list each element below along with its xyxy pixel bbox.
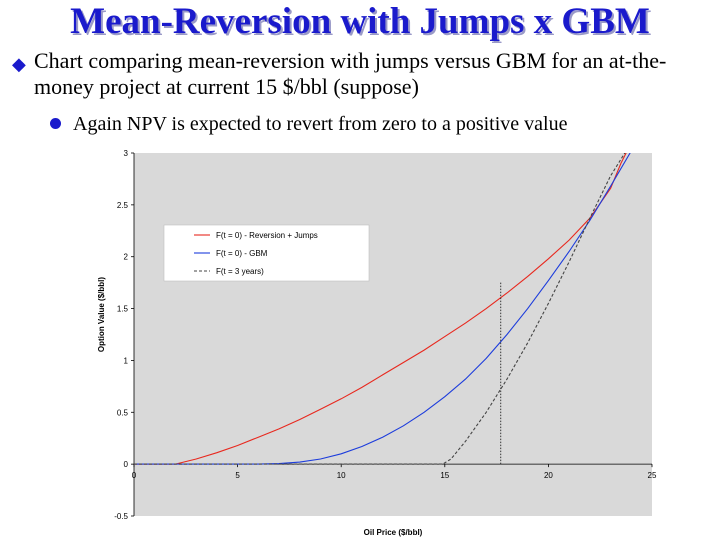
y-tick-label: 0.5 (117, 408, 129, 417)
bullet-1: ◆ Chart comparing mean-reversion with ju… (12, 48, 717, 100)
x-axis-label: Oil Price ($/bbl) (364, 528, 423, 537)
y-tick-label: 0 (124, 460, 129, 469)
y-tick-label: 2.5 (117, 201, 129, 210)
x-tick-label: 20 (544, 471, 553, 480)
x-tick-label: 5 (235, 471, 240, 480)
page-title: Mean-Reversion with Jumps x GBM (70, 1, 650, 42)
bullet-2: Again NPV is expected to revert from zer… (50, 112, 567, 136)
dot-bullet-icon (50, 118, 61, 129)
legend-label-3: F(t = 3 years) (216, 267, 264, 276)
y-tick-label: 1 (124, 356, 129, 365)
y-tick-label: 2 (124, 253, 129, 262)
series-line-1 (134, 153, 627, 465)
legend-label-1: F(t = 0) - Reversion + Jumps (216, 231, 318, 240)
x-tick-label: 10 (337, 471, 346, 480)
x-tick-label: 15 (440, 471, 449, 480)
bullet-1-text: Chart comparing mean-reversion with jump… (34, 48, 667, 99)
series-line-2 (134, 153, 631, 465)
series-line-3 (134, 153, 626, 465)
legend-label-2: F(t = 0) - GBM (216, 249, 268, 258)
bullet-2-text: Again NPV is expected to revert from zer… (73, 113, 568, 135)
plot-area (134, 153, 652, 516)
y-tick-label: 3 (124, 149, 129, 158)
diamond-bullet-icon: ◆ (12, 54, 26, 74)
y-axis-label: Option Value ($/bbl) (97, 277, 106, 352)
y-tick-label: -0.5 (114, 512, 128, 521)
y-tick-label: 1.5 (117, 305, 129, 314)
x-tick-label: 0 (132, 471, 137, 480)
x-tick-label: 25 (648, 471, 657, 480)
